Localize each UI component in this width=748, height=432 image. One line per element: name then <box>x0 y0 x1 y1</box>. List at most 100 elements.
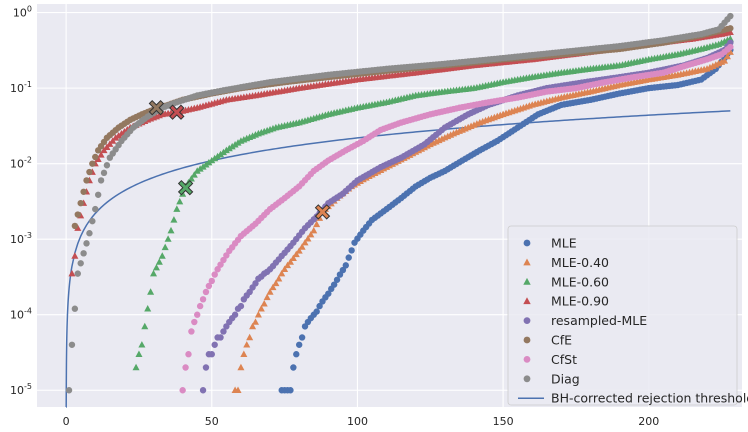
legend-label: MLE-0.40 <box>551 255 609 270</box>
data-point <box>251 318 260 325</box>
legend-item-diag: Diag <box>523 371 580 386</box>
data-point <box>333 276 341 283</box>
legend: MLE MLE-0.40 MLE-0.60 MLE-0.90 resampled-MLE… <box>507 225 748 406</box>
data-point <box>74 224 82 231</box>
x-axis-ticks: 0 50 100 150 200 <box>63 415 660 428</box>
data-point <box>325 290 332 297</box>
legend-item-mle: MLE <box>523 236 577 251</box>
legend-box <box>507 225 738 406</box>
data-point <box>220 328 227 335</box>
legend-label: BH-corrected rejection threshold <box>551 391 748 406</box>
marked-point-mle-0-60 <box>177 179 194 196</box>
data-point <box>726 35 734 42</box>
data-point <box>144 305 152 312</box>
data-point <box>94 155 102 163</box>
data-point <box>196 165 204 172</box>
data-point <box>295 341 303 348</box>
data-point <box>141 322 149 330</box>
data-point <box>257 305 265 312</box>
data-points <box>65 12 734 394</box>
data-point <box>176 197 184 205</box>
data-point <box>205 282 213 290</box>
legend-item-bh-corrected-rejection-threshold: BH-corrected rejection threshold <box>518 391 748 406</box>
marked-points <box>148 99 331 220</box>
legend-label: CfE <box>551 333 572 348</box>
data-point <box>266 288 274 295</box>
data-point <box>231 140 239 148</box>
data-point <box>217 334 224 341</box>
data-point <box>260 299 268 307</box>
data-point <box>97 177 105 184</box>
data-point <box>77 199 84 207</box>
data-point <box>249 322 257 330</box>
marked-point-cfe <box>148 99 165 116</box>
data-point <box>289 254 297 261</box>
data-point <box>196 302 204 310</box>
data-point <box>158 252 166 259</box>
data-point <box>202 161 210 168</box>
data-point <box>208 156 216 164</box>
legend-label: resampled-MLE <box>551 313 647 328</box>
data-point <box>74 211 81 218</box>
data-point <box>179 387 186 394</box>
data-point <box>193 167 201 174</box>
data-point <box>89 160 96 167</box>
data-point <box>100 169 108 177</box>
data-point <box>225 144 233 152</box>
data-point <box>313 308 320 315</box>
data-point <box>284 261 292 269</box>
y-tick-label: 100 <box>13 5 32 20</box>
data-point <box>135 350 143 357</box>
data-point <box>726 48 734 55</box>
data-point <box>199 387 207 394</box>
data-point <box>228 142 236 150</box>
data-point <box>304 235 312 242</box>
series-mle <box>278 46 734 394</box>
data-point <box>252 280 259 287</box>
threshold-layer <box>65 110 731 408</box>
data-point <box>234 139 242 146</box>
y-tick-label: 10-4 <box>10 307 32 322</box>
plot-area <box>37 4 742 408</box>
threshold-line <box>65 110 731 408</box>
x-tick-label: 0 <box>63 415 70 428</box>
series-diag <box>65 12 734 394</box>
data-point <box>182 364 189 371</box>
data-point <box>65 387 73 394</box>
data-point <box>80 188 87 195</box>
data-point <box>71 222 79 230</box>
data-point <box>263 293 271 301</box>
legend-marker <box>523 297 531 305</box>
series-mle-0-60 <box>132 35 734 371</box>
legend-item-cfe: CfE <box>523 333 572 348</box>
data-point <box>723 52 731 60</box>
data-point <box>298 334 306 341</box>
x-tick-label: 50 <box>205 415 219 428</box>
marked-point-mle-0-90 <box>169 104 185 120</box>
data-point <box>281 265 289 273</box>
data-point <box>246 333 254 341</box>
data-point <box>293 351 300 358</box>
data-point <box>278 269 286 277</box>
data-point <box>348 247 355 254</box>
data-point <box>86 230 93 237</box>
series-mle-0-90 <box>68 28 734 277</box>
data-point <box>194 311 201 318</box>
legend-marker <box>523 317 531 324</box>
data-point <box>214 266 221 273</box>
data-point <box>275 274 283 282</box>
data-point <box>243 341 251 348</box>
data-point <box>269 283 277 291</box>
data-point <box>721 57 729 64</box>
legend-label: MLE-0.60 <box>551 274 609 289</box>
data-point <box>254 311 262 318</box>
marked-point-mle-0-40 <box>314 204 331 220</box>
data-point <box>161 243 169 251</box>
data-point <box>345 254 352 261</box>
data-point <box>94 191 102 198</box>
legend-marker <box>523 356 531 363</box>
legend-item-cfst: CfSt <box>523 352 577 367</box>
x-tick-label: 200 <box>638 415 659 428</box>
data-point <box>217 150 225 158</box>
